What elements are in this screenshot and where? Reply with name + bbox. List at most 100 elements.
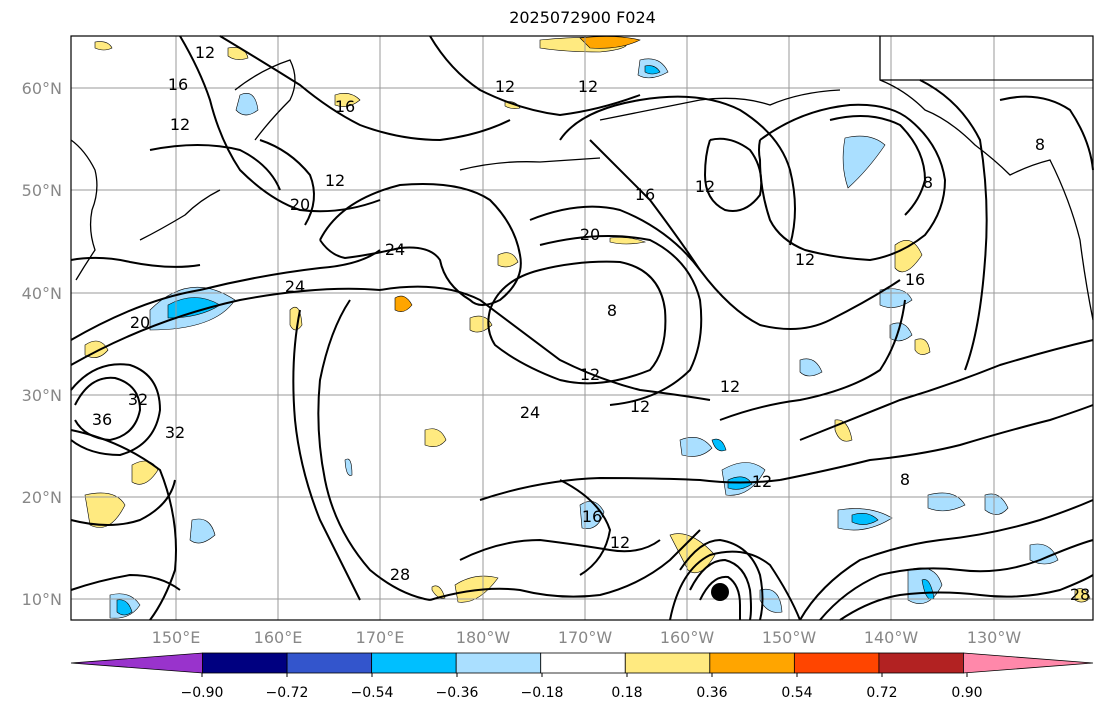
contour-line (219, 35, 511, 142)
contour-label: 12 (630, 397, 650, 416)
colorbar-tick-labels: −0.90 −0.72 −0.54 −0.36 −0.18 0.18 0.36 0.54 0.7… (181, 673, 983, 701)
anomaly-patch (921, 579, 935, 600)
lon-label: 150°W (762, 628, 817, 647)
contour-line (70, 479, 176, 526)
anomaly-patch (394, 295, 413, 312)
contour-line (819, 539, 1094, 621)
storm-center-marker (711, 583, 729, 601)
lon-label: 170°E (356, 628, 405, 647)
contour-line (74, 376, 142, 442)
colorbar-tick-label: −0.72 (266, 685, 309, 701)
colorbar-segment (455, 652, 542, 674)
contour-line (317, 299, 431, 601)
anomaly-patch (851, 513, 879, 525)
contour-line (70, 256, 201, 268)
lat-label: 60°N (22, 79, 62, 98)
anomaly-patch (842, 135, 886, 189)
map-frame (70, 35, 1094, 621)
anomaly-patch (914, 338, 931, 355)
anomaly-patch (879, 288, 913, 308)
lat-label: 20°N (22, 488, 62, 507)
anomaly-patch (497, 252, 519, 268)
colorbar-tick-label: 0.54 (781, 685, 812, 701)
colorbar-segment (793, 652, 880, 674)
anomaly-patch (889, 322, 913, 342)
contour-label: 8 (900, 470, 910, 489)
contour-line (429, 35, 641, 117)
lon-label: 140°W (864, 628, 919, 647)
colorbar-tick-label: 0.90 (951, 685, 982, 701)
contour-label: 12 (325, 171, 345, 190)
anomaly-patch (644, 65, 661, 75)
contour-line (259, 139, 315, 226)
contour-label: 16 (335, 97, 355, 116)
contour-line (479, 476, 781, 501)
contour-label: 16 (582, 507, 602, 526)
anomaly-patch (679, 437, 713, 457)
contour-label: 20 (130, 313, 150, 332)
anomaly-patch (84, 492, 126, 528)
contour-label: 12 (580, 365, 600, 384)
anomaly-patch (711, 438, 727, 452)
contour-line (559, 479, 612, 576)
colorbar-tick-label: 0.36 (696, 685, 727, 701)
colorbar-segment (709, 652, 795, 674)
colorbar-tick-label: 0.72 (866, 685, 897, 701)
anomaly-patch (799, 358, 823, 377)
contour-label: 28 (390, 565, 410, 584)
anomaly-patch (431, 585, 446, 599)
lat-lon-grid (71, 36, 1093, 620)
colorbar-tick-label: −0.36 (436, 685, 479, 701)
contour-line (529, 205, 901, 330)
lon-label: 160°E (254, 628, 303, 647)
contour-line (758, 103, 947, 262)
anomaly-patch (116, 599, 133, 616)
anomaly-patch (469, 315, 493, 333)
contour-line (919, 79, 988, 371)
latitude-labels: 60°N 50°N 40°N 30°N 20°N 10°N (22, 79, 62, 609)
contour-line (70, 429, 177, 621)
contour-line (799, 499, 1094, 621)
colorbar-segment (540, 652, 626, 674)
contour-label: 12 (695, 177, 715, 196)
contour-label: 16 (168, 75, 188, 94)
contour-label: 24 (285, 277, 305, 296)
contour-line (70, 287, 381, 366)
contour-label: 24 (520, 403, 540, 422)
colorbar-segment (371, 652, 457, 674)
contour-line (70, 249, 381, 341)
contour-line (719, 299, 906, 421)
contour-line (999, 95, 1094, 171)
colorbar-segment (963, 652, 1094, 674)
contour-line (779, 404, 1094, 481)
contour-label: 12 (752, 472, 772, 491)
colorbar-segment (624, 652, 711, 674)
coastline (459, 157, 601, 171)
contour-line (149, 144, 281, 191)
contour-line (70, 363, 162, 457)
anomaly-patch (579, 36, 641, 49)
longitude-labels: 150°E 160°E 170°E 180°W 170°W 160°W 150°W 140°W… (152, 628, 1022, 647)
colorbar-tick-label: −0.18 (521, 685, 564, 701)
contour-label: 8 (607, 301, 617, 320)
contour-line (829, 115, 927, 216)
contour-label: 12 (610, 533, 630, 552)
lat-label: 30°N (22, 386, 62, 405)
colorbar-segment (878, 652, 964, 674)
anomaly-patch (235, 93, 259, 116)
contour-labels: 12 12 12 12 16 16 16 16 20 20 20 24 24 24 28 28 32 32 36 8 8… (92, 43, 1090, 604)
contour-label: 12 (170, 115, 190, 134)
contour-label: 16 (635, 185, 655, 204)
contour-label: 8 (923, 173, 933, 192)
contour-line (429, 529, 701, 601)
contour-line (703, 137, 763, 212)
anomaly-patch (189, 518, 216, 544)
contour-label: 12 (795, 250, 815, 269)
colorbar-segment (70, 652, 203, 674)
contour-label: 12 (495, 77, 515, 96)
anomaly-patch (94, 41, 113, 51)
coastline (139, 189, 221, 241)
colorbar (70, 652, 1094, 674)
contour-line (689, 558, 752, 621)
anomaly-patch (334, 93, 361, 107)
